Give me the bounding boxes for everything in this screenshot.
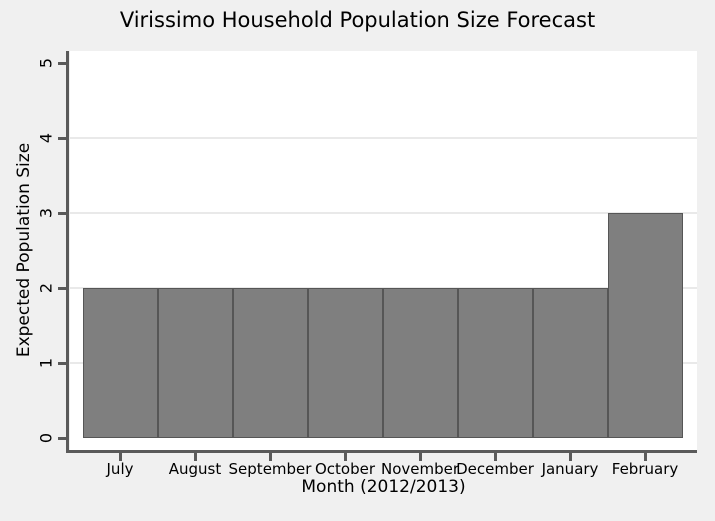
gridline-y-3: [70, 212, 697, 214]
y-tick-2: [58, 286, 67, 290]
bar-december: [457, 288, 533, 438]
x-tick-label-december: December: [456, 460, 534, 478]
y-tick-label-3: 3: [36, 207, 56, 219]
x-axis-title: Month (2012/2013): [301, 477, 466, 497]
x-tick-january: [568, 453, 572, 461]
x-tick-november: [418, 453, 422, 461]
bar-november: [382, 288, 458, 438]
gridline-y-4: [70, 137, 697, 139]
y-axis-line: [66, 51, 69, 453]
x-tick-label-july: July: [106, 460, 134, 478]
y-tick-label-4: 4: [36, 132, 56, 144]
x-tick-september: [268, 453, 272, 461]
y-tick-4: [58, 136, 67, 140]
bar-july: [82, 288, 158, 438]
y-tick-label-5: 5: [36, 57, 56, 69]
plot-area: [70, 51, 697, 451]
y-tick-3: [58, 211, 67, 215]
y-tick-label-1: 1: [36, 357, 56, 369]
bar-february: [607, 213, 683, 438]
x-tick-october: [343, 453, 347, 461]
x-tick-label-september: September: [228, 460, 312, 478]
x-axis-line: [66, 450, 697, 453]
x-tick-label-august: August: [168, 460, 222, 478]
y-tick-5: [58, 61, 67, 65]
bar-january: [532, 288, 608, 438]
y-tick-0: [58, 436, 67, 440]
x-tick-february: [643, 453, 647, 461]
bar-august: [157, 288, 233, 438]
y-tick-label-0: 0: [36, 432, 56, 444]
x-tick-label-january: January: [541, 460, 599, 478]
bar-september: [232, 288, 308, 438]
x-tick-label-november: November: [380, 460, 460, 478]
y-tick-1: [58, 361, 67, 365]
x-tick-label-february: February: [611, 460, 679, 478]
y-tick-label-2: 2: [36, 282, 56, 294]
x-tick-july: [118, 453, 122, 461]
y-axis-title: Expected Population Size: [14, 142, 34, 358]
x-tick-december: [493, 453, 497, 461]
bar-october: [307, 288, 383, 438]
x-tick-august: [193, 453, 197, 461]
x-tick-label-october: October: [314, 460, 376, 478]
chart-title: Virissimo Household Population Size Fore…: [119, 8, 596, 32]
